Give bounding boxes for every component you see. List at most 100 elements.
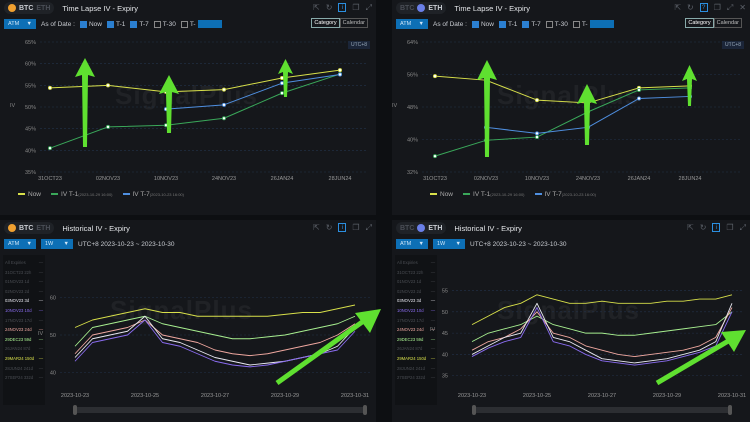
data-point [534, 135, 539, 140]
refresh-icon[interactable]: ↻ [325, 223, 333, 232]
expiry-item[interactable]: 10NOV23 10d [397, 306, 435, 316]
calendar-button[interactable]: Calendar [339, 18, 368, 28]
expiry-item[interactable]: 28JUN24 241d [397, 364, 435, 374]
series-line [74, 315, 356, 347]
date-range: UTC+8 2023-10-23 ~ 2023-10-30 [78, 240, 175, 248]
expand-icon[interactable]: ⤢ [365, 223, 372, 232]
atm-select[interactable]: ATM ▼ [4, 19, 36, 29]
x-tick-label: 24NOV23 [212, 176, 236, 182]
coin-toggle[interactable]: BTC ETH [396, 222, 447, 234]
date-range: UTC+8 2023-10-23 ~ 2023-10-30 [470, 240, 567, 248]
copy-icon[interactable]: ❐ [726, 223, 734, 232]
checkbox-t30[interactable]: T-30 [153, 20, 176, 28]
expiry-item[interactable]: 29DEC23 59d [397, 335, 435, 345]
refresh-icon[interactable]: ↻ [699, 223, 707, 232]
coin-toggle[interactable]: BTC ETH [4, 2, 55, 14]
coin-btc[interactable]: BTC [19, 224, 34, 232]
expiry-item[interactable]: 31OCT23 22h [397, 268, 435, 278]
expiry-item[interactable]: 01NOV23 1d [5, 277, 43, 287]
coin-eth[interactable]: ETH [36, 224, 51, 232]
coin-btc[interactable]: BTC [400, 224, 415, 232]
coin-eth[interactable]: ETH [36, 4, 51, 12]
share-icon[interactable]: ⇱ [687, 223, 694, 232]
share-icon[interactable]: ⇱ [313, 3, 320, 12]
coin-btc[interactable]: BTC [400, 4, 415, 12]
category-button[interactable]: Category [311, 18, 340, 28]
checkbox-t7[interactable]: T-7 [522, 20, 541, 28]
panel-title: Time Lapse IV - Expiry [62, 3, 138, 13]
atm-select[interactable]: ATM ▼ [396, 19, 428, 29]
coin-eth[interactable]: ETH [428, 224, 443, 232]
expiry-item[interactable]: 26JAN24 87d [397, 344, 435, 354]
expiry-item[interactable]: 31OCT23 22h [5, 268, 43, 278]
expiry-item[interactable]: 26JAN24 87d [5, 344, 43, 354]
expiry-item[interactable]: 29DEC23 59d [5, 335, 43, 345]
expand-icon[interactable]: ⤢ [365, 3, 372, 12]
legend-t1[interactable]: IV T-1(2023-10-29 16:00) [463, 191, 525, 198]
copy-icon[interactable]: ❐ [352, 3, 360, 12]
category-button[interactable]: Category [685, 18, 714, 28]
share-icon[interactable]: ⇱ [674, 3, 682, 12]
atm-select[interactable]: ATM ▼ [4, 239, 36, 249]
checkbox-t1[interactable]: T-1 [106, 20, 125, 28]
expiry-item[interactable]: 01NOV23 1d [397, 277, 435, 287]
legend-now[interactable]: Now [18, 191, 41, 198]
expiry-item[interactable]: 29MAR24 150d [5, 354, 43, 364]
x-tick-label: 2023-10-31 [341, 393, 369, 399]
checkbox-t-custom[interactable]: T- [180, 20, 222, 28]
timezone-badge: UTC+8 [348, 41, 370, 49]
checkbox-t30[interactable]: T-30 [545, 20, 568, 28]
close-icon[interactable]: ✕ [739, 3, 746, 12]
checkbox-t-custom[interactable]: T- [572, 20, 614, 28]
expiry-item[interactable]: 10NOV23 10d [5, 306, 43, 316]
legend-t7[interactable]: IV T-7(2023-10-23 16:00) [534, 191, 596, 198]
expiry-item[interactable]: 24NOV23 24d [5, 325, 43, 335]
info-icon[interactable]: i [338, 223, 347, 232]
time-range-scrollbar[interactable] [73, 405, 367, 415]
y-tick-label: 65% [25, 40, 36, 46]
copy-icon[interactable]: ❐ [352, 223, 360, 232]
expiry-item[interactable]: 27SEP24 332d [397, 373, 435, 383]
atm-select[interactable]: ATM ▼ [396, 239, 428, 249]
coin-btc[interactable]: BTC [19, 4, 34, 12]
checkbox-t1[interactable]: T-1 [498, 20, 517, 28]
expiry-item[interactable]: 02NOV23 2d [397, 287, 435, 297]
period-select[interactable]: 1W ▼ [41, 239, 73, 249]
refresh-icon[interactable]: ↻ [687, 3, 694, 12]
copy-icon[interactable]: ❐ [713, 3, 721, 12]
t-custom-input[interactable] [197, 20, 222, 28]
expiry-item[interactable]: 02NOV23 2d [5, 287, 43, 297]
expiry-item[interactable]: 24NOV23 24d [397, 325, 435, 335]
y-tick-label: 40 [50, 371, 56, 377]
checkbox-t7[interactable]: T-7 [130, 20, 149, 28]
expiry-item[interactable]: All Expiries [5, 258, 43, 268]
expiry-item[interactable]: 29MAR24 150d [397, 354, 435, 364]
expiry-item[interactable]: All Expiries [397, 258, 435, 268]
legend-t1[interactable]: IV T-1(2023-10-29 16:00) [51, 191, 113, 198]
checkbox-now[interactable]: Now [471, 20, 494, 28]
time-range-scrollbar[interactable] [472, 405, 732, 415]
expiry-item[interactable]: 03NOV23 3d [5, 296, 43, 306]
period-select[interactable]: 1W ▼ [433, 239, 465, 249]
x-tick-label: 28JUN24 [679, 176, 702, 182]
expiry-item[interactable]: 17NOV23 17d [397, 316, 435, 326]
legend-t7[interactable]: IV T-7(2023-10-23 16:00) [122, 191, 184, 198]
expiry-item[interactable]: 28JUN24 241d [5, 364, 43, 374]
expiry-item[interactable]: 03NOV23 3d [397, 296, 435, 306]
help-icon[interactable]: ? [699, 3, 708, 12]
expand-icon[interactable]: ⤢ [739, 223, 746, 232]
expiry-item[interactable]: 27SEP24 332d [5, 373, 43, 383]
refresh-icon[interactable]: ↻ [325, 3, 333, 12]
info-icon[interactable]: i [338, 3, 347, 12]
calendar-button[interactable]: Calendar [713, 18, 742, 28]
coin-eth[interactable]: ETH [428, 4, 443, 12]
coin-toggle[interactable]: BTC ETH [4, 222, 55, 234]
checkbox-now[interactable]: Now [79, 20, 102, 28]
coin-toggle[interactable]: BTC ETH [396, 2, 447, 14]
info-icon[interactable]: i [712, 223, 721, 232]
share-icon[interactable]: ⇱ [313, 223, 320, 232]
t-custom-input[interactable] [589, 20, 614, 28]
expiry-item[interactable]: 17NOV23 17d [5, 316, 43, 326]
legend-now[interactable]: Now [430, 191, 453, 198]
expand-icon[interactable]: ⤢ [726, 3, 734, 12]
